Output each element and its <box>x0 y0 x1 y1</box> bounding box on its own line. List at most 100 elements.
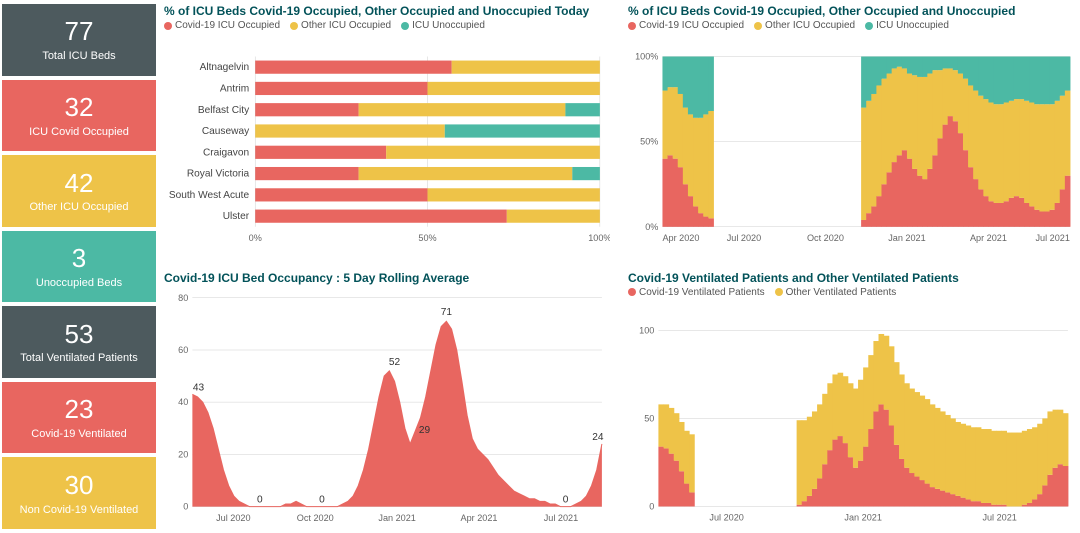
kpi-sidebar: 77 Total ICU Beds32 ICU Covid Occupied42… <box>0 0 160 533</box>
kpi-value: 42 <box>65 169 94 198</box>
main-grid: % of ICU Beds Covid-19 Occupied, Other O… <box>160 0 1080 533</box>
svg-text:50%: 50% <box>418 233 436 243</box>
legend-swatch <box>775 288 783 296</box>
svg-text:100: 100 <box>639 325 654 335</box>
svg-text:0%: 0% <box>249 233 262 243</box>
kpi-value: 53 <box>65 320 94 349</box>
legend-a: Covid-19 ICU Occupied Other ICU Occupied I… <box>164 20 610 31</box>
svg-text:40: 40 <box>178 397 188 407</box>
svg-text:Oct 2020: Oct 2020 <box>807 233 844 243</box>
svg-text:100%: 100% <box>588 233 610 243</box>
kpi-tile: 42 Other ICU Occupied <box>2 155 156 227</box>
legend-swatch <box>865 22 873 30</box>
legend-item: ICU Unoccupied <box>401 20 485 31</box>
svg-text:Jan 2021: Jan 2021 <box>888 233 925 243</box>
legend-label: Other ICU Occupied <box>765 20 855 31</box>
legend-swatch <box>401 22 409 30</box>
kpi-label: ICU Covid Occupied <box>29 126 129 138</box>
svg-text:71: 71 <box>441 307 453 318</box>
svg-text:Jul 2021: Jul 2021 <box>982 512 1016 522</box>
svg-text:Antrim: Antrim <box>220 83 249 94</box>
svg-text:Apr 2021: Apr 2021 <box>461 512 498 522</box>
legend-item: Covid-19 ICU Occupied <box>164 20 280 31</box>
legend-item: Other ICU Occupied <box>290 20 391 31</box>
svg-text:0: 0 <box>183 501 188 511</box>
kpi-label: Total ICU Beds <box>42 50 115 62</box>
legend-label: ICU Unoccupied <box>412 20 485 31</box>
legend-label: Covid-19 ICU Occupied <box>639 20 744 31</box>
legend-label: ICU Unoccupied <box>876 20 949 31</box>
svg-text:Jul 2020: Jul 2020 <box>727 233 761 243</box>
plot-a: 0% 50% 100% Altnagelvin Antrim Belfast City Ca… <box>164 35 610 263</box>
kpi-value: 3 <box>72 244 86 273</box>
svg-text:24: 24 <box>592 431 604 442</box>
chart-title: % of ICU Beds Covid-19 Occupied, Other O… <box>164 4 610 18</box>
svg-text:Altnagelvin: Altnagelvin <box>200 62 250 73</box>
svg-text:Oct 2020: Oct 2020 <box>297 512 334 522</box>
plot-b: 0% 50% 100% Apr 2020 Jul 2020 Oct 2020 Jan 202… <box>628 35 1074 263</box>
plot-c: 0 20 40 60 80 43 0 0 52 29 71 0 24 Jul 2020 Oct 2020 Ja… <box>164 287 610 530</box>
kpi-value: 30 <box>65 471 94 500</box>
svg-text:Jul 2020: Jul 2020 <box>216 512 250 522</box>
svg-text:Apr 2020: Apr 2020 <box>662 233 699 243</box>
legend-swatch <box>164 22 172 30</box>
svg-text:Causeway: Causeway <box>202 126 250 137</box>
kpi-label: Non Covid-19 Ventilated <box>20 504 139 516</box>
svg-text:Jul 2021: Jul 2021 <box>544 512 578 522</box>
svg-text:Jul 2021: Jul 2021 <box>1035 233 1069 243</box>
legend-swatch <box>628 288 636 296</box>
kpi-tile: 77 Total ICU Beds <box>2 4 156 76</box>
kpi-value: 77 <box>65 17 94 46</box>
kpi-tile: 53 Total Ventilated Patients <box>2 306 156 378</box>
legend-swatch <box>628 22 636 30</box>
legend-item: ICU Unoccupied <box>865 20 949 31</box>
kpi-tile: 23 Covid-19 Ventilated <box>2 382 156 454</box>
svg-text:52: 52 <box>389 356 401 367</box>
kpi-label: Covid-19 Ventilated <box>31 428 126 440</box>
legend-d: Covid-19 Ventilated Patients Other Ventil… <box>628 287 1074 298</box>
svg-text:80: 80 <box>178 292 188 302</box>
chart-ventilated: Covid-19 Ventilated Patients and Other V… <box>628 271 1074 530</box>
svg-text:0: 0 <box>649 501 654 511</box>
svg-text:50%: 50% <box>640 137 658 147</box>
legend-label: Other ICU Occupied <box>301 20 391 31</box>
legend-swatch <box>290 22 298 30</box>
legend-b: Covid-19 ICU Occupied Other ICU Occupied I… <box>628 20 1074 31</box>
svg-text:Royal Victoria: Royal Victoria <box>187 169 250 180</box>
svg-text:Belfast City: Belfast City <box>198 105 250 116</box>
chart-occupancy-avg: Covid-19 ICU Bed Occupancy : 5 Day Rolli… <box>164 271 610 530</box>
svg-text:0: 0 <box>319 494 325 505</box>
svg-text:0: 0 <box>563 494 569 505</box>
svg-text:43: 43 <box>193 382 205 393</box>
legend-label: Covid-19 ICU Occupied <box>175 20 280 31</box>
svg-text:Jan 2021: Jan 2021 <box>844 512 881 522</box>
svg-text:60: 60 <box>178 345 188 355</box>
legend-label: Covid-19 Ventilated Patients <box>639 287 765 298</box>
svg-text:Jul 2020: Jul 2020 <box>709 512 743 522</box>
chart-title: % of ICU Beds Covid-19 Occupied, Other O… <box>628 4 1074 18</box>
svg-text:29: 29 <box>419 424 431 435</box>
legend-label: Other Ventilated Patients <box>786 287 897 298</box>
svg-text:Craigavon: Craigavon <box>203 147 249 158</box>
kpi-tile: 3 Unoccupied Beds <box>2 231 156 303</box>
kpi-value: 23 <box>65 395 94 424</box>
svg-text:0%: 0% <box>645 222 658 232</box>
legend-item: Other ICU Occupied <box>754 20 855 31</box>
chart-icu-today: % of ICU Beds Covid-19 Occupied, Other O… <box>164 4 610 263</box>
svg-text:100%: 100% <box>635 52 658 62</box>
chart-icu-history: % of ICU Beds Covid-19 Occupied, Other O… <box>628 4 1074 263</box>
chart-title: Covid-19 Ventilated Patients and Other V… <box>628 271 1074 285</box>
svg-text:Jan 2021: Jan 2021 <box>378 512 415 522</box>
svg-text:South West Acute: South West Acute <box>169 190 250 201</box>
kpi-label: Total Ventilated Patients <box>20 352 137 364</box>
chart-title: Covid-19 ICU Bed Occupancy : 5 Day Rolli… <box>164 271 610 285</box>
svg-text:20: 20 <box>178 449 188 459</box>
svg-text:0: 0 <box>257 494 263 505</box>
legend-item: Other Ventilated Patients <box>775 287 897 298</box>
kpi-value: 32 <box>65 93 94 122</box>
kpi-tile: 30 Non Covid-19 Ventilated <box>2 457 156 529</box>
kpi-tile: 32 ICU Covid Occupied <box>2 80 156 152</box>
kpi-label: Unoccupied Beds <box>36 277 122 289</box>
kpi-label: Other ICU Occupied <box>29 201 128 213</box>
svg-text:50: 50 <box>644 413 654 423</box>
